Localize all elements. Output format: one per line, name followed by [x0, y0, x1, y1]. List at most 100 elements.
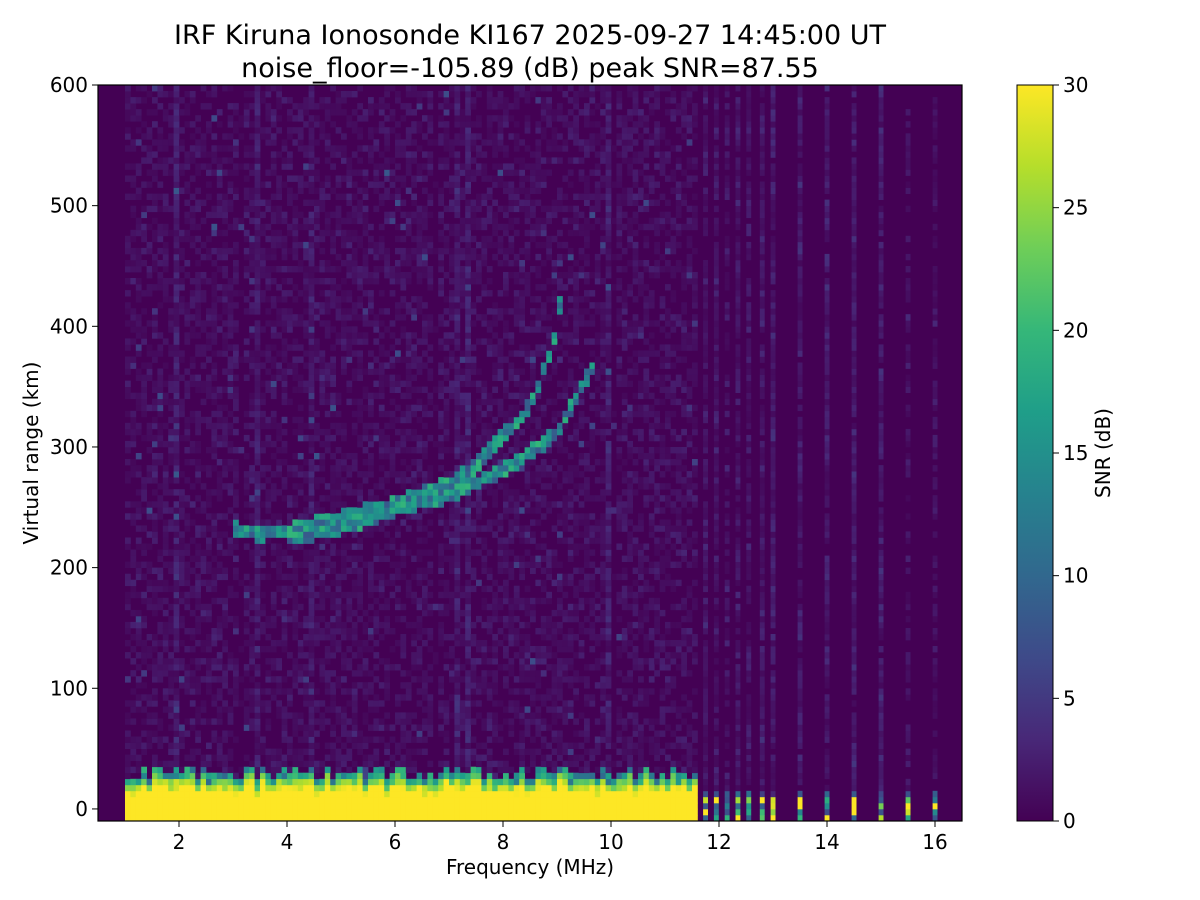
heatmap-cell	[384, 410, 390, 418]
heatmap-cell	[281, 386, 288, 393]
heatmap-cell	[454, 615, 461, 623]
heatmap-cell	[389, 628, 396, 635]
heatmap-cell	[351, 121, 358, 128]
heatmap-cell	[130, 555, 137, 562]
heatmap-cell	[465, 133, 471, 140]
heatmap-cell	[314, 175, 320, 182]
heatmap-cell	[373, 501, 380, 508]
heatmap-cell	[179, 145, 185, 152]
heatmap-cell	[157, 670, 164, 677]
heatmap-cell	[265, 784, 272, 792]
heatmap-cell	[227, 652, 234, 659]
heatmap-cell	[303, 682, 309, 689]
heatmap-cell	[152, 422, 158, 430]
heatmap-cell	[292, 139, 299, 146]
heatmap-cell	[211, 700, 218, 707]
heatmap-cell	[281, 754, 288, 761]
heatmap-cell	[162, 658, 169, 665]
heatmap-cell	[319, 453, 326, 460]
heatmap-cell	[443, 320, 450, 327]
heatmap-cell	[497, 664, 504, 671]
heatmap-cell	[470, 362, 477, 369]
heatmap-cell	[233, 169, 239, 176]
heatmap-cell	[130, 549, 137, 556]
heatmap-cell	[141, 235, 147, 243]
heatmap-cell	[411, 175, 417, 182]
heatmap-cell	[389, 398, 396, 406]
heatmap-cell	[486, 344, 493, 351]
heatmap-cell	[405, 356, 412, 363]
heatmap-cell	[243, 121, 250, 128]
heatmap-cell	[276, 91, 282, 98]
heatmap-cell	[287, 344, 293, 351]
heatmap-cell	[438, 808, 444, 816]
heatmap-cell	[216, 410, 223, 418]
heatmap-cell	[314, 760, 320, 768]
heatmap-cell	[254, 784, 261, 792]
heatmap-cell	[470, 772, 477, 780]
heatmap-cell	[281, 772, 288, 780]
heatmap-cell	[470, 778, 477, 786]
heatmap-cell	[416, 815, 423, 822]
heatmap-cell	[454, 374, 461, 381]
heatmap-cell	[476, 133, 482, 140]
heatmap-cell	[270, 344, 277, 351]
heatmap-cell	[135, 314, 142, 321]
heatmap-cell	[465, 296, 471, 303]
heatmap-cell	[314, 784, 320, 792]
heatmap-cell	[287, 308, 293, 315]
heatmap-cell	[179, 724, 185, 731]
heatmap-cell	[400, 796, 407, 804]
heatmap-cell	[281, 241, 288, 249]
heatmap-cell	[179, 471, 185, 478]
heatmap-cell	[157, 603, 164, 611]
heatmap-cell	[411, 181, 417, 188]
heatmap-cell	[395, 386, 401, 393]
heatmap-cell	[168, 742, 174, 749]
heatmap-cell	[265, 724, 272, 731]
heatmap-cell	[465, 519, 471, 526]
heatmap-cell	[411, 362, 417, 369]
heatmap-cell	[184, 561, 191, 568]
heatmap-cell	[438, 386, 444, 393]
heatmap-cell	[335, 802, 342, 810]
heatmap-cell	[168, 658, 174, 665]
heatmap-cell	[351, 778, 358, 786]
heatmap-cell	[438, 815, 444, 822]
heatmap-cell	[157, 434, 164, 442]
heatmap-cell	[227, 368, 234, 375]
heatmap-cell	[254, 453, 261, 460]
heatmap-cell	[378, 549, 385, 556]
heatmap-cell	[351, 193, 358, 200]
heatmap-cell	[335, 815, 342, 822]
heatmap-cell	[384, 615, 390, 623]
heatmap-cell	[168, 760, 174, 768]
heatmap-cell	[324, 278, 331, 285]
heatmap-cell	[222, 416, 228, 424]
heatmap-cell	[319, 796, 326, 804]
heatmap-cell	[427, 103, 434, 110]
heatmap-cell	[449, 350, 455, 357]
heatmap-cell	[459, 760, 466, 768]
heatmap-cell	[270, 748, 277, 755]
heatmap-cell	[476, 91, 482, 98]
heatmap-cell	[292, 658, 299, 665]
heatmap-cell	[135, 296, 142, 303]
heatmap-cell	[443, 603, 450, 611]
heatmap-cell	[449, 332, 455, 339]
heatmap-cell	[152, 603, 158, 611]
heatmap-cell	[254, 477, 261, 484]
heatmap-cell	[141, 495, 147, 502]
heatmap-cell	[297, 561, 304, 568]
heatmap-cell	[157, 760, 164, 768]
heatmap-cell	[449, 253, 455, 261]
heatmap-cell	[497, 815, 504, 822]
heatmap-cell	[368, 350, 374, 357]
heatmap-cell	[152, 314, 158, 321]
heatmap-cell	[303, 561, 309, 568]
heatmap-cell	[254, 567, 261, 574]
heatmap-cell	[260, 247, 266, 255]
heatmap-cell	[411, 410, 417, 418]
heatmap-cell	[135, 253, 142, 261]
heatmap-cell	[206, 615, 212, 623]
